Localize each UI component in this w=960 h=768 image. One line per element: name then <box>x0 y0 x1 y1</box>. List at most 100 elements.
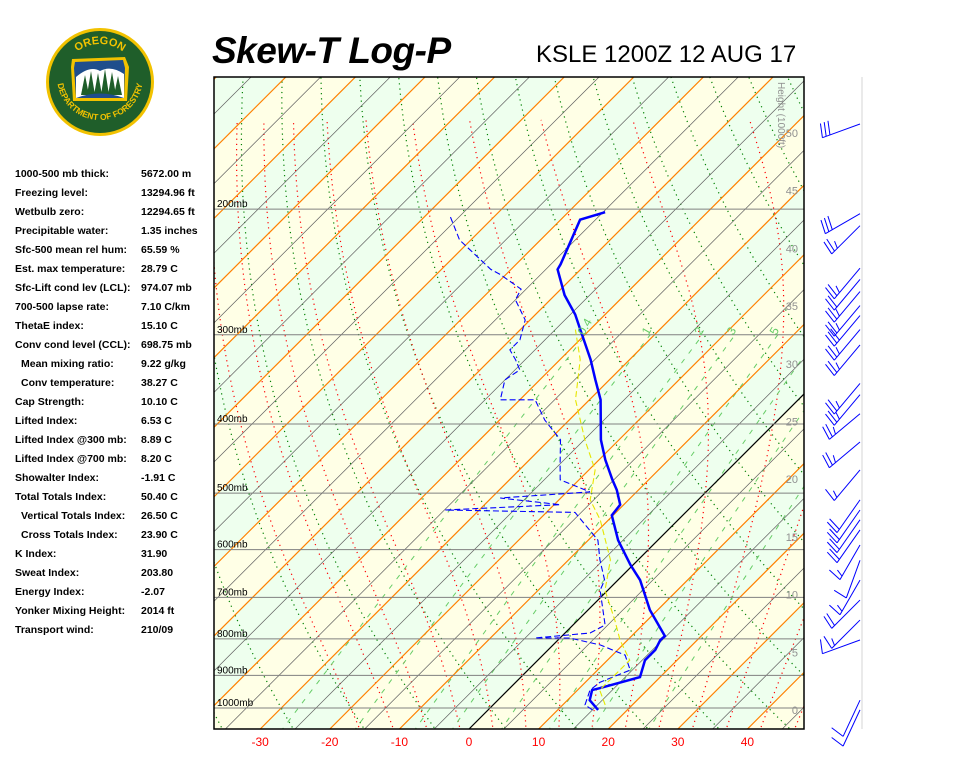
height-axis-label: Height (1000ft) <box>775 82 786 148</box>
stat-value: 210/09 <box>141 624 174 636</box>
wind-barb-feather <box>823 616 833 629</box>
wind-barb <box>826 499 861 533</box>
wind-barb <box>825 267 861 300</box>
isotherm <box>399 323 804 729</box>
dry-adiabat <box>359 77 649 729</box>
stat-row: Sfc-500 mean rel hum: 65.59 % <box>15 244 180 260</box>
mixing-ratio-line <box>501 334 779 729</box>
dry-adiabat <box>398 77 720 729</box>
wind-barb-feather <box>825 402 835 415</box>
wind-barb <box>825 394 861 426</box>
moist-adiabat <box>326 119 494 729</box>
wind-barb-feather <box>822 454 830 468</box>
stat-label: Wetbulb zero: <box>15 206 85 218</box>
stat-label: Precipitable water: <box>15 225 109 237</box>
wind-barb <box>825 469 861 501</box>
wind-barb-feather <box>835 412 840 420</box>
dry-adiabat <box>320 77 578 729</box>
moist-adiabat <box>292 119 461 729</box>
stat-row: Cross Totals Index: 23.90 C <box>21 529 178 545</box>
wind-barb-feather <box>830 328 840 341</box>
stat-value: 7.10 C/km <box>141 301 191 313</box>
stat-label: 700-500 lapse rate: <box>15 301 109 313</box>
wind-barb-staff <box>825 213 861 235</box>
moist-adiabat <box>365 119 527 729</box>
wind-barb <box>822 413 861 440</box>
wind-barb-feather <box>829 548 840 560</box>
wind-barb-feather <box>832 490 838 498</box>
wind-barb-feather <box>829 569 841 580</box>
pressure-label: 900mb <box>217 665 248 676</box>
wind-barb <box>825 344 861 376</box>
stat-value: 1.35 inches <box>141 225 198 237</box>
stat-label: Lifted Index @300 mb: <box>15 434 127 446</box>
isotherm <box>294 219 804 729</box>
wind-barb-staff <box>833 394 861 426</box>
stat-label: Sfc-Lift cond lev (LCL): <box>15 282 131 294</box>
wind-barb-staff <box>836 499 861 533</box>
isotherm <box>712 637 804 729</box>
wind-barb-staff <box>822 639 861 655</box>
wind-barb-feather <box>835 347 840 355</box>
stat-label: Yonker Mixing Height: <box>15 605 126 617</box>
wind-barb-feather <box>825 334 835 347</box>
stat-label: Lifted Index: <box>15 415 78 427</box>
wind-barb-staff <box>833 383 861 415</box>
svg-text:OREGON: OREGON <box>72 35 127 54</box>
wind-barb-staff <box>822 123 861 139</box>
moist-adiabat <box>691 119 785 729</box>
pressure-label: 200mb <box>217 199 248 210</box>
height-tick-label: 20 <box>786 474 798 486</box>
height-tick-label: 0 <box>792 705 798 717</box>
wetbulb-profile <box>574 329 631 706</box>
wind-barb <box>823 225 861 255</box>
isotherm <box>538 462 804 729</box>
temperature-band <box>329 254 804 729</box>
moist-adiabat <box>759 615 804 729</box>
wind-barb-staff <box>833 315 861 347</box>
stat-label: Total Totals Index: <box>15 491 107 503</box>
wind-barb-feather <box>827 284 838 297</box>
mixing-ratio-label: 2 <box>691 324 707 337</box>
wind-barb-feather <box>826 541 838 553</box>
wind-barb-feather <box>827 345 838 358</box>
dry-adiabat <box>240 77 436 729</box>
pressure-label: 600mb <box>217 540 248 551</box>
height-tick-label: 25 <box>786 417 798 429</box>
x-tick-label: 30 <box>671 735 685 749</box>
plot-background <box>214 77 804 729</box>
temperature-band <box>608 533 804 729</box>
station-time-label: KSLE 1200Z 12 AUG 17 <box>536 41 797 68</box>
mixing-ratio-line <box>414 334 704 729</box>
wind-barb <box>826 509 861 544</box>
stat-value: 974.07 mb <box>141 282 192 294</box>
stat-value: 23.90 C <box>141 529 178 541</box>
mixing-ratio-line <box>281 334 587 729</box>
wind-barb <box>823 599 861 629</box>
stat-row: Lifted Index @700 mb: 8.20 C <box>15 453 172 469</box>
temperature-profile <box>556 211 667 711</box>
isotherm <box>607 532 804 729</box>
wind-barb-feather <box>822 426 830 440</box>
wind-barb-feather <box>825 423 833 438</box>
temperature-band <box>469 394 804 729</box>
wind-barb-feather <box>827 321 838 334</box>
wind-barb-feather <box>825 452 833 466</box>
wind-barb-feather <box>827 410 838 423</box>
stat-row: Mean mixing ratio: 9.22 g/kg <box>21 358 186 374</box>
wind-barb <box>826 529 861 564</box>
stat-value: 65.59 % <box>141 244 180 256</box>
height-tick-label: 10 <box>786 590 798 602</box>
stat-label: Conv temperature: <box>21 377 115 389</box>
wind-barb-feather <box>829 604 841 616</box>
moist-adiabat <box>236 119 395 729</box>
wind-barb <box>833 560 861 599</box>
stat-label: Energy Index: <box>15 586 85 598</box>
wind-barb-feather <box>829 528 840 540</box>
isotherm <box>781 706 804 729</box>
stat-value: -2.07 <box>141 586 165 598</box>
stat-value: 38.27 C <box>141 377 178 389</box>
oregon-department-of-forestry-logo: OREGON DEPARTMENT OF FORESTRY <box>46 28 154 136</box>
pressure-label: 400mb <box>217 414 248 425</box>
wind-barb-feather <box>826 551 838 564</box>
